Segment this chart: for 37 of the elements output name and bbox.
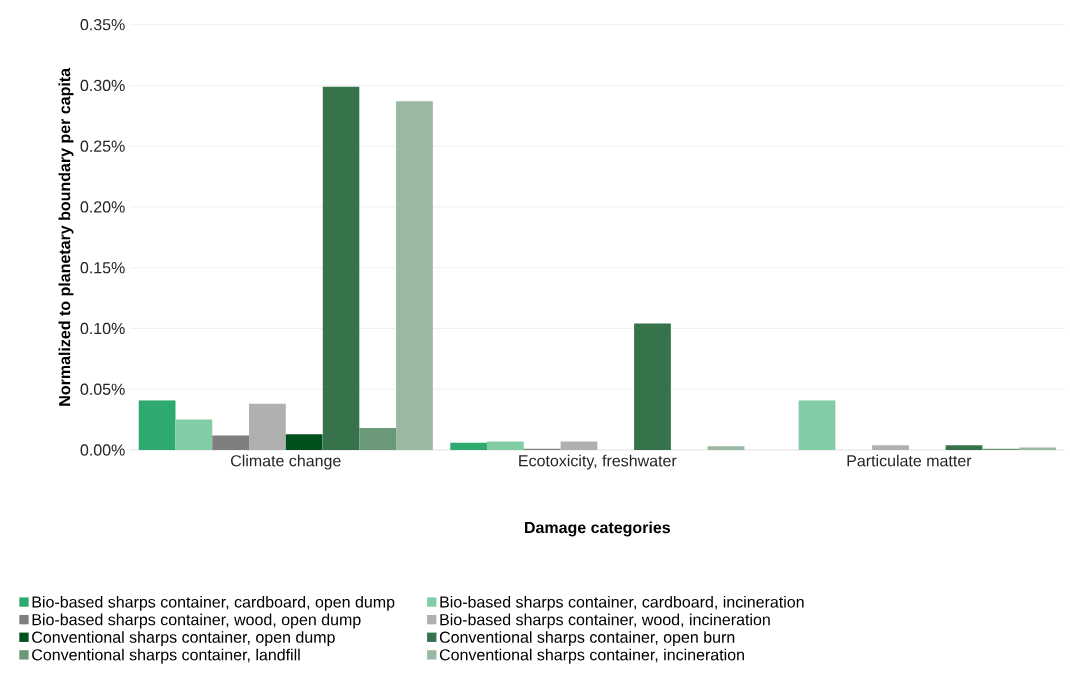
bar xyxy=(634,323,671,450)
bar xyxy=(175,419,213,450)
bar xyxy=(359,428,397,450)
legend-label: Bio-based sharps container, wood, open dump xyxy=(32,613,361,629)
x-tick-label: Climate change xyxy=(231,454,341,470)
bar xyxy=(872,445,909,450)
y-tick-label: 0.20% xyxy=(80,201,125,213)
bar xyxy=(945,445,983,450)
bar xyxy=(138,400,176,450)
bar xyxy=(560,441,598,450)
bar xyxy=(212,435,250,450)
y-tick-label: 0.15% xyxy=(80,262,125,274)
y-tick-label: 0.00% xyxy=(80,444,125,456)
y-tick-label: 0.35% xyxy=(80,19,125,31)
y-tick-label: 0.05% xyxy=(80,383,125,395)
legend-label: Bio-based sharps container, wood, incineration xyxy=(440,613,770,629)
bar xyxy=(322,86,360,450)
legend-label: Conventional sharps container, open burn xyxy=(439,631,735,647)
bar xyxy=(249,403,286,450)
bar xyxy=(707,446,745,450)
legend-label: Bio-based sharps container, cardboard, incineration xyxy=(440,595,804,611)
x-axis-title: Damage categories xyxy=(525,521,671,537)
bar xyxy=(285,434,323,450)
x-tick-label: Particulate matter xyxy=(847,454,972,467)
legend-label: Conventional sharps container, incineration xyxy=(439,648,744,664)
bar xyxy=(798,400,836,450)
legend-label: Conventional sharps container, landfill xyxy=(32,648,300,664)
y-axis-title: Normalized to planetary boundary per capita xyxy=(58,67,74,406)
bar xyxy=(396,101,433,450)
bar xyxy=(450,442,488,450)
legend-label: Bio-based sharps container, cardboard, open dump xyxy=(32,595,395,611)
y-tick-label: 0.30% xyxy=(80,79,125,92)
legend-label: Conventional sharps container, open dump xyxy=(32,631,335,647)
bar xyxy=(487,441,524,450)
x-tick-label: Ecotoxicity, freshwater xyxy=(519,454,677,470)
y-tick-label: 0.25% xyxy=(80,140,125,152)
y-tick-label: 0.10% xyxy=(80,322,125,335)
